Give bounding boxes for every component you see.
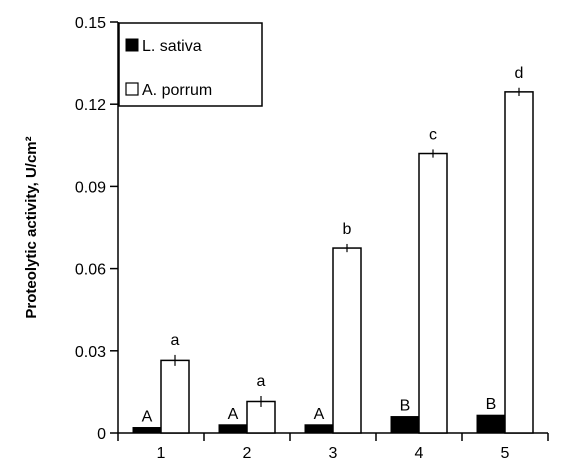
x-tick-label: 1: [157, 445, 166, 460]
legend: L. sativa A. porrum: [118, 22, 263, 107]
significance-label: d: [515, 65, 524, 82]
chart-marks: Aa Aa Ab Bc Bd: [132, 65, 534, 434]
significance-label: A: [228, 406, 239, 423]
significance-label: a: [257, 373, 266, 390]
x-tick-label: 4: [415, 445, 424, 460]
y-tick-label: 0.06: [75, 262, 106, 279]
bar-a-porrum: [332, 247, 362, 434]
legend-label-l-sativa: L. sativa: [142, 38, 202, 55]
significance-label: B: [486, 396, 497, 413]
y-tick-label: 0.12: [75, 97, 106, 114]
bar-l-sativa: [218, 424, 248, 434]
y-axis-label: Proteolytic activity, U/cm²: [23, 136, 40, 318]
bar-a-porrum: [418, 152, 448, 434]
bar-a-porrum: [504, 91, 534, 434]
significance-label: a: [171, 332, 180, 349]
significance-label: b: [343, 221, 352, 238]
bar-a-porrum: [160, 359, 190, 434]
legend-swatch-a-porrum: [125, 82, 139, 96]
y-tick-label: 0.15: [75, 15, 106, 32]
axes: 0 0.03 0.06 0.09 0.12 0.15 1 2 3 4 5: [75, 15, 549, 460]
y-tick-label: 0: [97, 426, 106, 443]
y-tick-label: 0.03: [75, 344, 106, 361]
x-tick-label: 2: [243, 445, 252, 460]
x-tick-label: 5: [501, 445, 510, 460]
significance-label: c: [429, 126, 437, 143]
legend-swatch-l-sativa: [125, 38, 139, 52]
significance-label: B: [400, 398, 411, 415]
bar-l-sativa: [476, 414, 506, 434]
legend-box: [118, 22, 263, 107]
significance-label: A: [314, 406, 325, 423]
bar-l-sativa: [390, 416, 420, 434]
significance-label: A: [142, 409, 153, 426]
legend-label-a-porrum: A. porrum: [142, 82, 212, 99]
y-tick-label: 0.09: [75, 179, 106, 196]
bar-l-sativa: [132, 427, 162, 434]
x-tick-label: 3: [329, 445, 338, 460]
bar-l-sativa: [304, 424, 334, 434]
